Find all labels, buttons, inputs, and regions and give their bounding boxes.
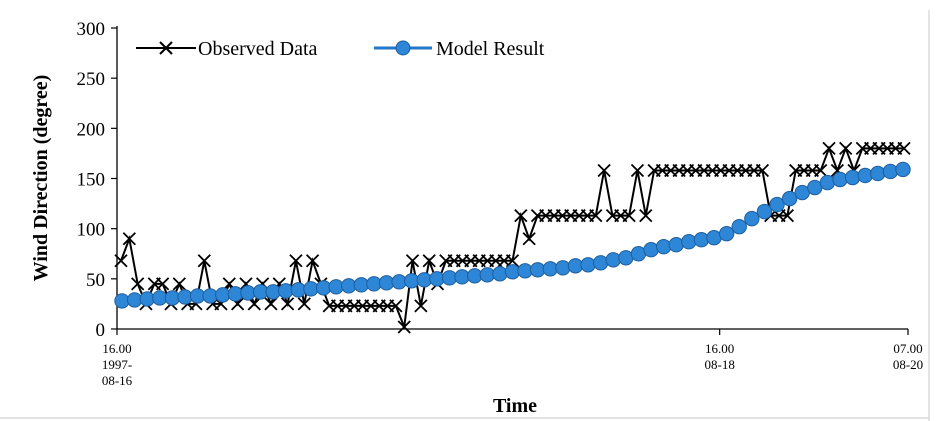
model-point — [592, 255, 609, 271]
y-tick-label: 200 — [77, 119, 106, 140]
x-tick-label: 1997- — [102, 357, 132, 372]
observed-point — [755, 163, 770, 178]
x-axis-title: Time — [493, 395, 537, 417]
model-point — [580, 257, 596, 273]
y-tick-labels: 0 50 100 150 200 250 300 — [77, 19, 117, 341]
y-tick-label: 150 — [77, 170, 106, 191]
legend: Observed Data Model Result — [136, 38, 545, 60]
observed-point — [597, 163, 611, 178]
model-point — [681, 234, 697, 250]
series-model-result — [114, 161, 911, 309]
observed-point — [397, 320, 411, 334]
observed-point — [122, 232, 136, 246]
axes — [116, 26, 908, 330]
y-axis-title: Wind Direction (degree) — [30, 75, 52, 282]
model-point — [693, 232, 710, 248]
observed-point — [630, 163, 645, 178]
model-point — [605, 252, 621, 268]
legend-observed-label: Observed Data — [198, 38, 318, 60]
legend-model-marker — [395, 40, 411, 56]
observed-point — [197, 254, 211, 268]
observed-point — [297, 297, 311, 311]
x-tick-label: 16.00 — [102, 341, 131, 356]
observed-point — [156, 277, 170, 291]
legend-model-label: Model Result — [436, 38, 545, 60]
x-tick-label: 08-20 — [893, 357, 923, 372]
observed-point — [405, 254, 420, 268]
y-tick-label: 0 — [96, 320, 106, 341]
observed-point — [389, 299, 403, 313]
observed-point — [280, 297, 295, 311]
observed-point — [622, 208, 636, 223]
y-tick-label: 50 — [86, 270, 105, 291]
model-point — [895, 161, 911, 178]
model-point — [655, 239, 672, 255]
y-tick-label: 100 — [77, 220, 106, 241]
observed-point — [131, 277, 145, 291]
y-tick-label: 300 — [77, 19, 106, 40]
observed-point — [822, 141, 836, 156]
observed-point — [114, 254, 128, 268]
series-observed-data — [114, 141, 911, 334]
x-tick-label: 07.00 — [893, 341, 922, 356]
observed-point — [814, 163, 828, 178]
model-point — [882, 163, 899, 180]
observed-point — [264, 297, 278, 311]
observed-point — [414, 299, 428, 313]
model-point — [643, 242, 659, 258]
model-line — [121, 167, 904, 303]
model-point — [819, 174, 836, 191]
legend-observed-marker — [159, 41, 173, 55]
model-point — [844, 169, 861, 186]
observed-point — [839, 141, 853, 156]
observed-point — [172, 277, 186, 291]
observed-point — [514, 208, 528, 223]
observed-point — [897, 141, 911, 156]
model-point — [857, 167, 873, 184]
model-point — [870, 165, 886, 182]
model-point — [731, 218, 747, 235]
observed-point — [780, 208, 795, 223]
y-tick-label: 250 — [77, 69, 106, 90]
observed-point — [589, 208, 603, 223]
model-point — [555, 260, 571, 276]
model-point — [668, 237, 684, 253]
observed-point — [305, 254, 320, 268]
x-tick-label: 08-16 — [102, 373, 133, 388]
observed-point — [422, 254, 436, 268]
observed-point — [522, 232, 536, 246]
x-tick-label: 08-18 — [704, 357, 734, 372]
model-point — [492, 266, 508, 282]
observed-point — [289, 254, 303, 268]
model-point — [718, 225, 735, 242]
model-point — [832, 171, 848, 188]
observed-point — [639, 208, 653, 223]
model-point — [769, 196, 785, 213]
x-tick-label: 16.00 — [705, 341, 734, 356]
model-point — [744, 210, 760, 227]
model-point — [781, 190, 798, 207]
observed-point — [505, 254, 520, 268]
model-point — [756, 203, 773, 220]
